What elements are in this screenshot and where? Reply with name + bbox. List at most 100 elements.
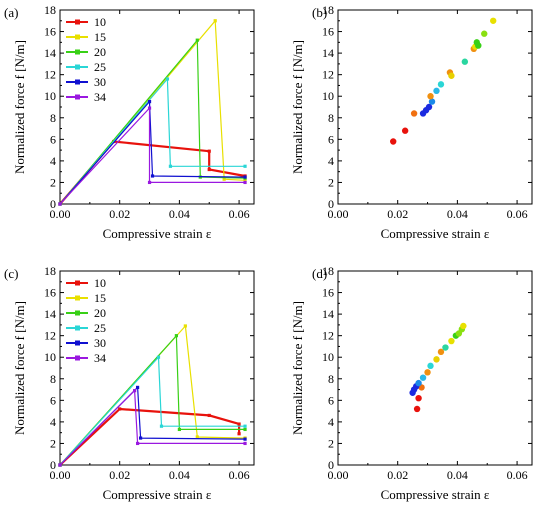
y-tick-label: 14 xyxy=(44,307,56,321)
x-tick-label: 0.02 xyxy=(109,468,130,482)
series-line-34 xyxy=(59,106,245,205)
y-tick-label: 0 xyxy=(50,197,56,211)
y-tick-label: 10 xyxy=(44,89,56,103)
series-point-25 xyxy=(159,424,164,428)
x-tick-label: 0.00 xyxy=(328,207,349,221)
scatter-point xyxy=(425,103,433,111)
y-tick-label: 8 xyxy=(50,372,56,386)
y-tick-label: 2 xyxy=(50,436,56,450)
scatter-point xyxy=(410,110,418,117)
legend-label: 30 xyxy=(94,75,106,89)
legend-marker-20 xyxy=(75,49,80,55)
y-tick-label: 0 xyxy=(50,458,56,472)
y-tick-label: 16 xyxy=(322,25,334,39)
y-tick-label: 6 xyxy=(50,393,56,407)
y-tick-label: 10 xyxy=(44,350,56,364)
series-point-25 xyxy=(243,164,247,168)
y-tick-label: 2 xyxy=(50,175,56,189)
scatter-point xyxy=(413,405,421,413)
y-tick-label: 8 xyxy=(50,111,56,125)
y-tick-label: 4 xyxy=(328,154,334,168)
legend-marker-25 xyxy=(75,64,80,70)
x-tick-label: 0.04 xyxy=(169,207,190,221)
series-point-20 xyxy=(195,38,199,42)
series-point-20 xyxy=(177,427,181,432)
panel-3: (d) 0 2 4 6 8 10 12 14 16 18 0.00 0.02 0.04 0.06 Compre… xyxy=(290,264,533,502)
y-tick-label: 4 xyxy=(50,415,56,429)
scatter-point xyxy=(415,379,422,387)
series-point-34 xyxy=(136,441,140,446)
y-tick-label: 12 xyxy=(322,68,334,82)
scatter-point xyxy=(427,362,434,370)
y-tick-label: 12 xyxy=(44,68,56,82)
y-tick-label: 6 xyxy=(50,132,56,146)
y-tick-label: 0 xyxy=(328,197,334,211)
series-line-20 xyxy=(59,38,246,205)
scatter-point xyxy=(401,127,409,134)
series-line-15 xyxy=(59,19,246,205)
x-tick-label: 0.02 xyxy=(109,207,130,221)
y-tick-label: 14 xyxy=(322,46,334,60)
y-axis-label: Normalized force f [N/m] xyxy=(290,301,305,435)
panel-label: (c) xyxy=(4,266,18,281)
scatter-point xyxy=(442,344,449,351)
y-tick-label: 14 xyxy=(322,307,334,321)
y-tick-label: 18 xyxy=(44,264,56,278)
panel-0: (a) 0 2 4 6 8 10 12 14 16 18 0.00 0.02 0.04 0.06 Compre… xyxy=(4,3,255,241)
series-point-34 xyxy=(58,463,62,467)
y-tick-label: 6 xyxy=(328,393,334,407)
panel-2: (c) 0 2 4 6 8 10 12 14 16 18 0.00 0.02 0.04 0.06 Compre… xyxy=(4,264,255,502)
scatter-point xyxy=(424,369,431,376)
x-tick-label: 0.02 xyxy=(387,207,408,221)
series-line-20 xyxy=(59,334,245,466)
y-tick-label: 18 xyxy=(322,264,334,278)
scatter-point xyxy=(448,72,455,79)
y-tick-label: 2 xyxy=(328,436,334,450)
legend-marker-15 xyxy=(75,295,80,301)
x-tick-label: 0.04 xyxy=(169,468,190,482)
scatter-point xyxy=(433,87,440,95)
x-tick-label: 0.04 xyxy=(447,468,468,482)
series-line-25 xyxy=(59,77,245,205)
y-tick-label: 18 xyxy=(44,3,56,17)
scatter-point xyxy=(419,374,427,381)
legend-label: 30 xyxy=(94,336,106,350)
series-point-25 xyxy=(156,355,161,359)
legend-label: 20 xyxy=(94,306,106,320)
legend-label: 20 xyxy=(94,45,106,59)
x-tick-label: 0.00 xyxy=(328,468,349,482)
series-point-25 xyxy=(243,424,247,428)
series-point-15 xyxy=(222,177,226,181)
series-point-30 xyxy=(150,174,155,178)
series-point-34 xyxy=(147,106,152,110)
legend-marker-30 xyxy=(75,79,80,85)
legend-marker-10 xyxy=(75,19,80,25)
y-tick-label: 10 xyxy=(322,350,334,364)
axes-frame xyxy=(59,9,255,205)
y-tick-label: 8 xyxy=(328,372,334,386)
y-tick-label: 4 xyxy=(50,154,56,168)
legend-label: 34 xyxy=(94,351,106,365)
x-tick-label: 0.06 xyxy=(507,207,528,221)
axes-frame xyxy=(337,9,533,205)
legend-marker-25 xyxy=(75,325,80,331)
series-point-20 xyxy=(174,334,178,338)
legend-marker-10 xyxy=(75,280,80,286)
y-tick-label: 14 xyxy=(44,46,56,60)
y-tick-label: 4 xyxy=(328,415,334,429)
series-line-30 xyxy=(59,100,246,205)
legend-marker-15 xyxy=(75,34,80,40)
series-point-30 xyxy=(147,100,152,104)
x-tick-label: 0.06 xyxy=(507,468,528,482)
panel-label: (d) xyxy=(312,266,327,281)
x-tick-label: 0.02 xyxy=(387,468,408,482)
y-axis-label: Normalized force f [N/m] xyxy=(290,40,305,174)
scatter-point xyxy=(448,337,455,345)
legend-marker-30 xyxy=(75,340,80,346)
series-point-20 xyxy=(243,427,247,432)
axes-frame xyxy=(337,270,533,466)
series-point-25 xyxy=(168,164,173,168)
legend-label: 25 xyxy=(94,321,106,335)
x-axis-label: Compressive strain ε xyxy=(381,226,490,241)
